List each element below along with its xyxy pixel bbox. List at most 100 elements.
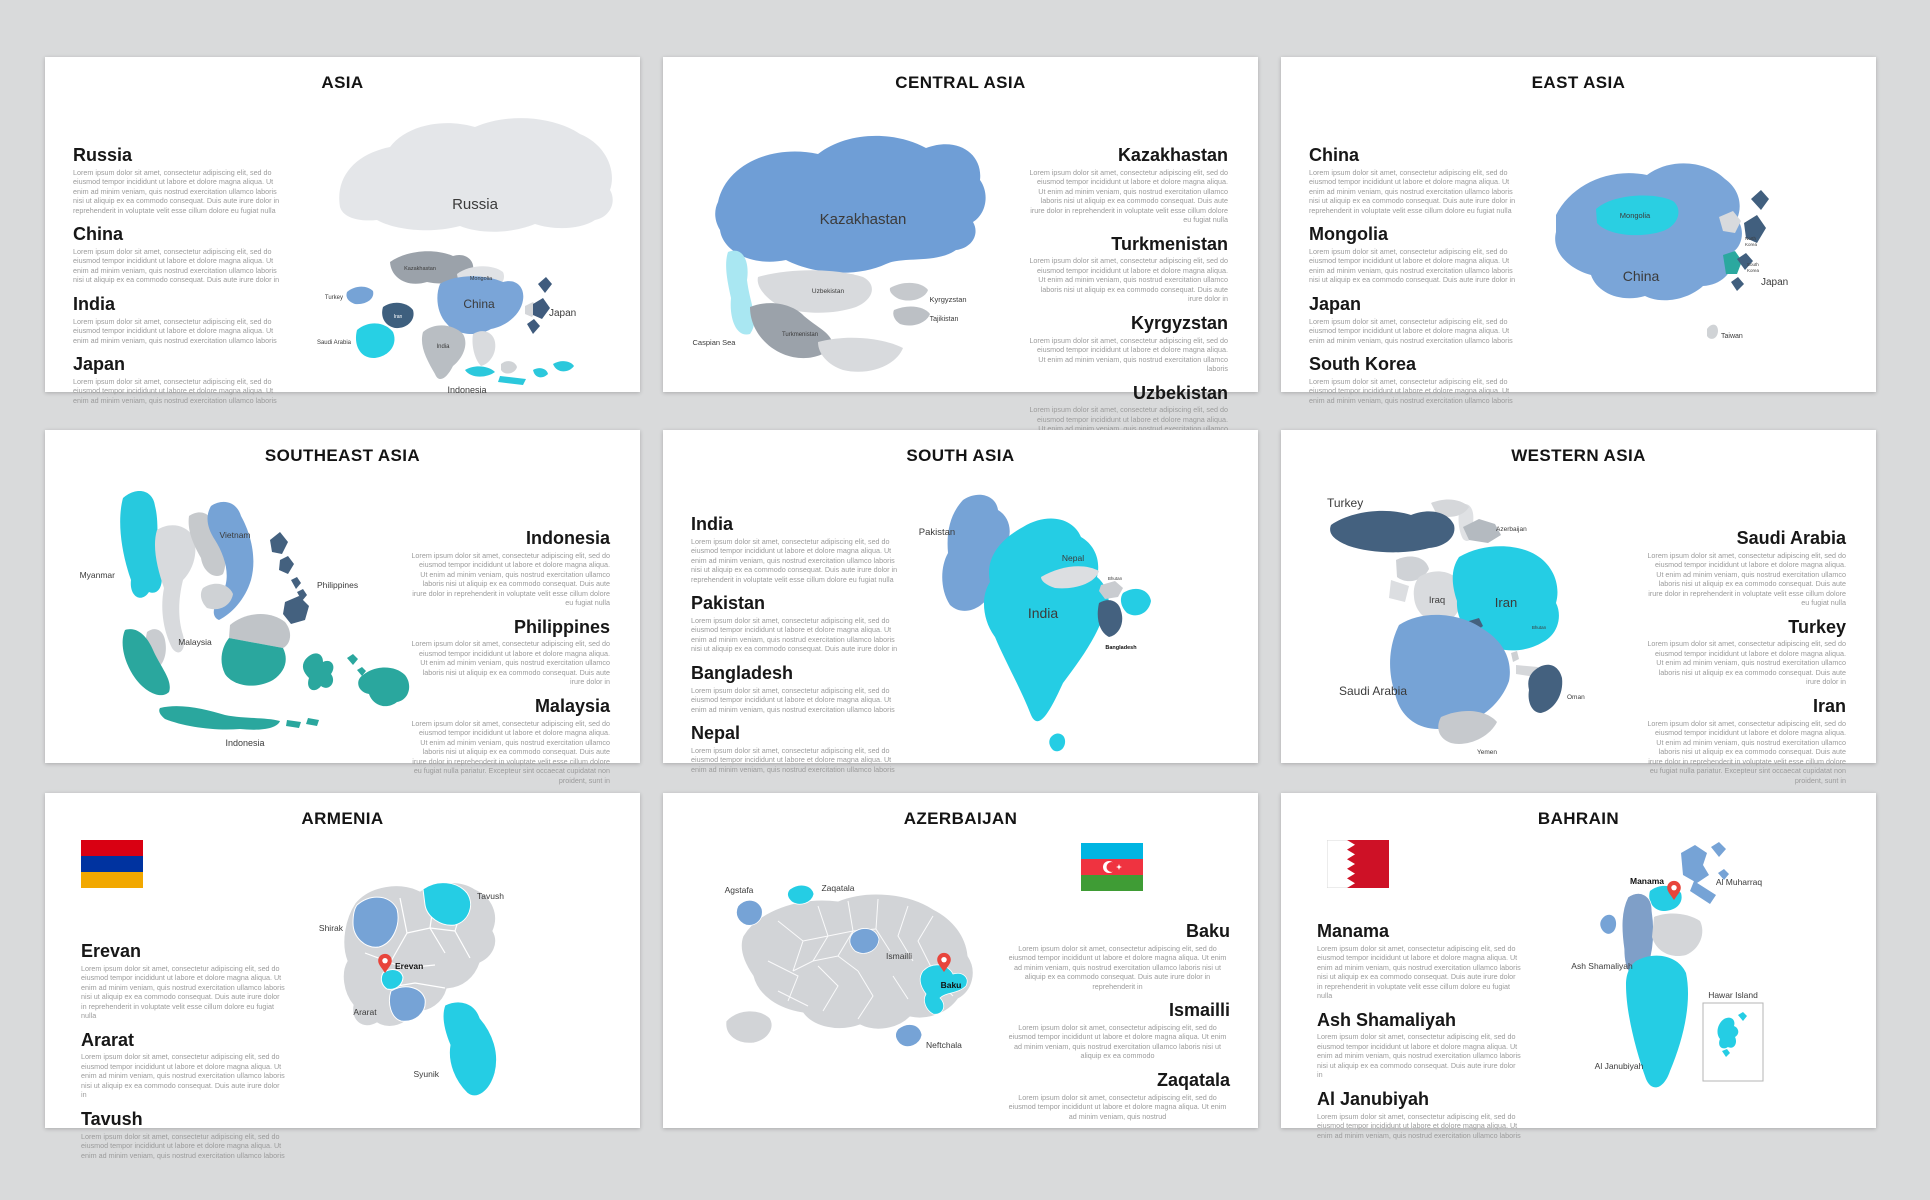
region-south-korea xyxy=(1723,251,1742,274)
region-turkey xyxy=(1330,510,1455,553)
region-iraq xyxy=(1413,571,1464,624)
region-saudi-arabia xyxy=(1390,614,1510,730)
region-baku xyxy=(919,964,968,1015)
slide-armenia: ARMENIA Erevan Lorem ipsum dolor sit amet… xyxy=(45,793,640,1160)
region-tavush xyxy=(422,882,471,926)
list-item: Malaysia Lorem ipsum dolor sit amet, cons… xyxy=(411,695,610,785)
region-taiwan xyxy=(1707,324,1718,339)
region-nakhchivan xyxy=(725,1010,773,1044)
region-borneo xyxy=(501,361,517,374)
region-tajikistan xyxy=(893,306,930,326)
map-label-kazakhstan: Kazakhastan xyxy=(404,266,436,272)
map-label-turkey: Turkey xyxy=(1327,496,1363,510)
map-label-taiwan: Taiwan xyxy=(1721,333,1743,340)
central-asia-map: Kazakhastan Caspian Sea Uzbekistan Turkm… xyxy=(693,135,986,372)
region-sri-lanka xyxy=(1049,733,1066,752)
list-item: Manama Lorem ipsum dolor sit amet, consec… xyxy=(1317,921,1521,1001)
region-mongolia xyxy=(1596,195,1679,236)
map-label-agstafa: Agstafa xyxy=(725,885,754,895)
slide-azerbaijan: AZERBAIJAN Agstafa Zaqatala Ism xyxy=(663,793,1258,1128)
list-item: India Lorem ipsum dolor sit amet, consect… xyxy=(691,514,898,584)
region-uzbekistan xyxy=(757,270,872,313)
list-item: Kyrgyzstan Lorem ipsum dolor sit amet, co… xyxy=(1029,312,1228,374)
map-label-shirak: Shirak xyxy=(319,923,344,933)
country-list: Baku Lorem ipsum dolor sit amet, consecte… xyxy=(1005,921,1230,1130)
country-list: Russia Lorem ipsum dolor sit amet, consec… xyxy=(73,145,283,414)
map-label-kyrgyzstan: Kyrgyzstan xyxy=(929,295,966,304)
map-label-ismailli: Ismailli xyxy=(886,951,912,961)
region-zaqatala xyxy=(787,884,815,905)
region-indochina xyxy=(472,331,496,366)
list-item: China Lorem ipsum dolor sit amet, consect… xyxy=(73,224,280,285)
region-oman xyxy=(1528,664,1563,713)
map-label-russia: Russia xyxy=(452,196,499,213)
region-laos xyxy=(188,512,226,577)
country-list: Manama Lorem ipsum dolor sit amet, consec… xyxy=(1317,921,1522,1149)
list-item: Japan Lorem ipsum dolor sit amet, consect… xyxy=(73,354,277,405)
list-item: China Lorem ipsum dolor sit amet, consect… xyxy=(1309,145,1516,215)
region-vietnam xyxy=(207,501,254,620)
slide-title: AZERBAIJAN xyxy=(903,809,1018,828)
map-label-al-muharraq: Al Muharraq xyxy=(1716,877,1763,887)
region-sumatra xyxy=(122,629,170,696)
region-myanmar xyxy=(120,491,162,598)
slide-title: CENTRAL ASIA xyxy=(895,73,1026,92)
map-label-china: China xyxy=(463,297,495,311)
map-label-indonesia: Indonesia xyxy=(447,385,486,395)
map-label-zaqatala: Zaqatala xyxy=(821,883,854,893)
slide-title: ASIA xyxy=(321,73,364,92)
list-item: Iran Lorem ipsum dolor sit amet, consecte… xyxy=(1647,695,1846,785)
region-philippines xyxy=(270,532,309,624)
region-bangladesh xyxy=(1097,600,1123,637)
region-turkmenistan xyxy=(750,303,833,359)
list-item: Ararat Lorem ipsum dolor sit amet, consec… xyxy=(81,1029,285,1100)
region-central xyxy=(1652,913,1703,957)
map-label-manama: Manama xyxy=(1630,876,1664,886)
region-qatar xyxy=(1511,651,1519,662)
list-item: Kazakhastan Lorem ipsum dolor sit amet, c… xyxy=(1029,145,1228,225)
map-label-hawar-island: Hawar Island xyxy=(1708,990,1758,1000)
region-nepal xyxy=(1041,566,1099,589)
azerbaijan-flag-icon xyxy=(1081,843,1143,891)
region-afghanistan xyxy=(818,337,903,372)
azerbaijan-map: Agstafa Zaqatala Ismailli Baku Neftchala xyxy=(725,883,974,1050)
list-item: Bangladesh Lorem ipsum dolor sit amet, co… xyxy=(691,662,895,714)
slide-bahrain: BAHRAIN Manama Lorem ipsum dolor sit amet… xyxy=(1281,793,1876,1140)
list-item: Indonesia Lorem ipsum dolor sit amet, con… xyxy=(411,528,610,608)
region-yemen xyxy=(1438,710,1497,744)
country-list: India Lorem ipsum dolor sit amet, consect… xyxy=(691,514,901,783)
map-label-iran: Iran xyxy=(1495,595,1517,610)
map-label-caspian-sea: Caspian Sea xyxy=(693,338,737,347)
map-label-nepal: Nepal xyxy=(1062,553,1084,563)
country-list: Erevan Lorem ipsum dolor sit amet, consec… xyxy=(81,941,286,1169)
map-label-turkey: Turkey xyxy=(325,295,343,301)
bahrain-map: Manama Al Muharraq Ash Shamaliyah Al Jan… xyxy=(1571,842,1764,1088)
slide-central-asia: CENTRAL ASIA Kazakhastan Caspian Sea Uzb… xyxy=(663,57,1258,443)
country-list: Indonesia Lorem ipsum dolor sit amet, con… xyxy=(410,528,610,794)
slide-western-asia: WESTERN ASIA Turkey Azerbaijan Iraq Iran… xyxy=(1281,430,1876,785)
region-turkey xyxy=(346,286,374,305)
region-al-muharraq xyxy=(1681,842,1729,904)
slide-title: WESTERN ASIA xyxy=(1511,446,1646,465)
list-item: Nepal Lorem ipsum dolor sit amet, consect… xyxy=(691,723,895,774)
map-label-uzbekistan: Uzbekistan xyxy=(812,288,845,295)
list-item: Tavush Lorem ipsum dolor sit amet, consec… xyxy=(81,1108,285,1160)
slide-title: BAHRAIN xyxy=(1537,809,1620,828)
southeast-asia-map: Myanmar Vietnam Malaysia Philippines Ind… xyxy=(80,491,410,748)
map-label-iraq: Iraq xyxy=(1429,595,1445,606)
map-label-turkmenistan: Turkmenistan xyxy=(782,332,818,338)
region-indonesia xyxy=(465,361,574,385)
list-item: Pakistan Lorem ipsum dolor sit amet, cons… xyxy=(691,593,898,654)
country-list: Saudi Arabia Lorem ipsum dolor sit amet, … xyxy=(1646,528,1846,794)
country-list: China Lorem ipsum dolor sit amet, consect… xyxy=(1309,145,1519,414)
location-pin-icon xyxy=(378,953,392,973)
map-label-ararat: Ararat xyxy=(353,1007,377,1017)
region-kyrgyzstan xyxy=(889,282,928,301)
region-india xyxy=(421,325,466,380)
country-list: Kazakhastan Lorem ipsum dolor sit amet, c… xyxy=(1028,145,1228,452)
map-label-north-korea-1: North xyxy=(1745,236,1757,241)
region-al-janubiyah xyxy=(1626,955,1689,1088)
map-label-philippines: Philippines xyxy=(317,580,358,590)
region-syunik xyxy=(442,1001,498,1097)
map-label-japan: Japan xyxy=(549,308,576,319)
